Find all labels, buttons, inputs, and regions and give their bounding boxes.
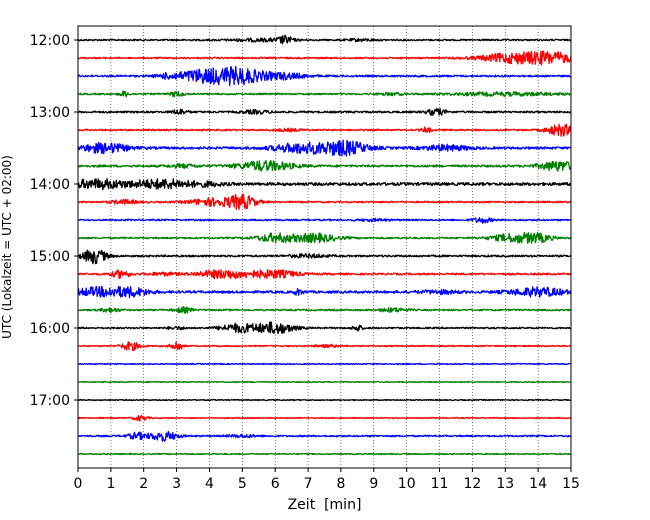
- x-tick-label: 15: [562, 476, 580, 492]
- seismogram-trace: [77, 380, 572, 384]
- y-tick-label: 16:00: [30, 321, 70, 337]
- y-tick-label: 15:00: [30, 249, 70, 265]
- seismogram-trace: [77, 193, 572, 210]
- seismogram-trace: [77, 249, 572, 265]
- seismogram-trace: [77, 107, 572, 116]
- x-tick-label: 13: [496, 476, 514, 492]
- seismogram-trace: [77, 285, 572, 299]
- x-tick-label: 12: [463, 476, 481, 492]
- seismogram-trace: [77, 452, 572, 456]
- x-tick-label: 1: [106, 476, 115, 492]
- seismogram-trace: [77, 398, 572, 402]
- seismogram-trace: [77, 159, 572, 172]
- x-tick-label: 10: [398, 476, 416, 492]
- seismogram-trace: [77, 430, 572, 442]
- seismogram-trace: [77, 139, 572, 157]
- x-tick-label: 5: [238, 476, 247, 492]
- x-axis-label: Zeit [min]: [288, 497, 362, 513]
- seismogram-trace: [77, 123, 572, 137]
- seismogram-trace: [77, 362, 572, 366]
- plot-frame: [77, 25, 572, 469]
- seismogram-trace: [77, 321, 572, 335]
- y-tick-label: 13:00: [30, 105, 70, 121]
- x-tick-label: 4: [205, 476, 214, 492]
- x-tick-label: 11: [431, 476, 449, 492]
- x-tick-label: 2: [139, 476, 148, 492]
- x-tick-label: 14: [529, 476, 547, 492]
- x-tick-label: 8: [336, 476, 345, 492]
- seismogram-trace: [77, 231, 572, 245]
- seismogram-trace: [77, 341, 572, 352]
- seismogram-trace: [77, 90, 572, 98]
- seismogram-trace: [77, 178, 572, 191]
- x-tick-label: 9: [369, 476, 378, 492]
- x-tick-label: 0: [74, 476, 83, 492]
- y-axis-label: UTC (Lokalzeit = UTC + 02:00): [0, 155, 14, 339]
- x-tick-label: 6: [271, 476, 280, 492]
- y-axis: 12:00 13:00 14:00 15:00 16:00 17:00: [30, 33, 78, 409]
- trace-group: [77, 34, 572, 456]
- y-tick-label: 14:00: [30, 177, 70, 193]
- seismogram-trace: [77, 217, 572, 224]
- y-tick-label: 12:00: [30, 33, 70, 49]
- seismogram-trace: [77, 306, 572, 314]
- x-tick-label: 3: [172, 476, 181, 492]
- seismogram-trace: [77, 65, 572, 87]
- x-tick-label: 7: [304, 476, 313, 492]
- x-axis: 0 1 2 3 4 5 6 7 8 9 10 11 12 13 14 15: [74, 468, 580, 492]
- seismogram-trace: [77, 269, 572, 280]
- y-tick-label: 17:00: [30, 393, 70, 409]
- seismogram-trace: [77, 34, 572, 45]
- seismogram-trace: [77, 50, 572, 66]
- seismogram-trace: [77, 414, 572, 422]
